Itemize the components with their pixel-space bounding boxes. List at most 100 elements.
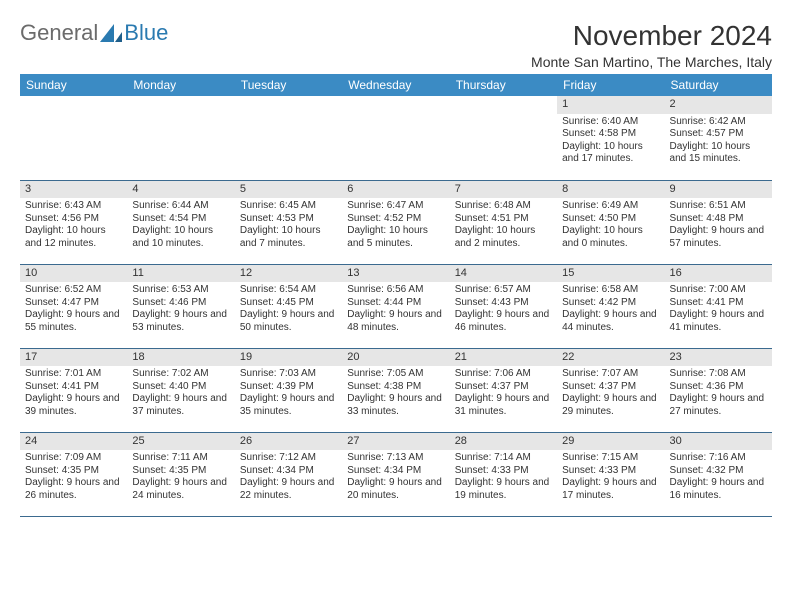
sunrise-line: Sunrise: 7:13 AM: [347, 452, 444, 465]
daylight-line: Daylight: 9 hours and 35 minutes.: [240, 393, 337, 418]
day-number: 2: [665, 96, 772, 114]
day-details: Sunrise: 7:06 AMSunset: 4:37 PMDaylight:…: [450, 366, 557, 422]
calendar-cell: 22Sunrise: 7:07 AMSunset: 4:37 PMDayligh…: [557, 348, 664, 432]
header: General Blue November 2024 Monte San Mar…: [20, 20, 772, 70]
sunrise-line: Sunrise: 7:00 AM: [670, 284, 767, 297]
calendar-week: 24Sunrise: 7:09 AMSunset: 4:35 PMDayligh…: [20, 432, 772, 516]
daylight-line: Daylight: 10 hours and 2 minutes.: [455, 225, 552, 250]
daylight-line: Daylight: 9 hours and 31 minutes.: [455, 393, 552, 418]
sunset-line: Sunset: 4:50 PM: [562, 213, 659, 226]
location-text: Monte San Martino, The Marches, Italy: [531, 54, 772, 70]
day-number: 19: [235, 349, 342, 367]
day-number: 21: [450, 349, 557, 367]
day-details: [342, 114, 449, 120]
brand-logo: General Blue: [20, 20, 168, 46]
sunset-line: Sunset: 4:45 PM: [240, 297, 337, 310]
day-number: 26: [235, 433, 342, 451]
day-number: 20: [342, 349, 449, 367]
day-details: Sunrise: 6:42 AMSunset: 4:57 PMDaylight:…: [665, 114, 772, 170]
day-number: 22: [557, 349, 664, 367]
day-number: 18: [127, 349, 234, 367]
calendar-cell: 6Sunrise: 6:47 AMSunset: 4:52 PMDaylight…: [342, 180, 449, 264]
sunset-line: Sunset: 4:38 PM: [347, 381, 444, 394]
day-details: Sunrise: 6:53 AMSunset: 4:46 PMDaylight:…: [127, 282, 234, 338]
sunrise-line: Sunrise: 6:42 AM: [670, 116, 767, 129]
sunrise-line: Sunrise: 6:53 AM: [132, 284, 229, 297]
day-number: 27: [342, 433, 449, 451]
day-number: 15: [557, 265, 664, 283]
calendar-cell: 3Sunrise: 6:43 AMSunset: 4:56 PMDaylight…: [20, 180, 127, 264]
sunrise-line: Sunrise: 6:51 AM: [670, 200, 767, 213]
day-number: 9: [665, 181, 772, 199]
calendar-cell: 14Sunrise: 6:57 AMSunset: 4:43 PMDayligh…: [450, 264, 557, 348]
daylight-line: Daylight: 9 hours and 20 minutes.: [347, 477, 444, 502]
sunrise-line: Sunrise: 6:49 AM: [562, 200, 659, 213]
daylight-line: Daylight: 10 hours and 5 minutes.: [347, 225, 444, 250]
daylight-line: Daylight: 9 hours and 22 minutes.: [240, 477, 337, 502]
day-number: 24: [20, 433, 127, 451]
calendar-cell: 1Sunrise: 6:40 AMSunset: 4:58 PMDaylight…: [557, 96, 664, 180]
calendar-cell: 19Sunrise: 7:03 AMSunset: 4:39 PMDayligh…: [235, 348, 342, 432]
day-number: 12: [235, 265, 342, 283]
daylight-line: Daylight: 9 hours and 17 minutes.: [562, 477, 659, 502]
sunset-line: Sunset: 4:37 PM: [562, 381, 659, 394]
calendar-cell: 29Sunrise: 7:15 AMSunset: 4:33 PMDayligh…: [557, 432, 664, 516]
daylight-line: Daylight: 10 hours and 7 minutes.: [240, 225, 337, 250]
day-details: Sunrise: 7:02 AMSunset: 4:40 PMDaylight:…: [127, 366, 234, 422]
calendar-cell: 12Sunrise: 6:54 AMSunset: 4:45 PMDayligh…: [235, 264, 342, 348]
sunrise-line: Sunrise: 7:05 AM: [347, 368, 444, 381]
sunset-line: Sunset: 4:56 PM: [25, 213, 122, 226]
sunrise-line: Sunrise: 7:02 AM: [132, 368, 229, 381]
day-details: Sunrise: 7:09 AMSunset: 4:35 PMDaylight:…: [20, 450, 127, 506]
sunset-line: Sunset: 4:39 PM: [240, 381, 337, 394]
daylight-line: Daylight: 9 hours and 44 minutes.: [562, 309, 659, 334]
calendar-body: 1Sunrise: 6:40 AMSunset: 4:58 PMDaylight…: [20, 96, 772, 516]
day-header: Sunday: [20, 74, 127, 96]
day-details: Sunrise: 7:03 AMSunset: 4:39 PMDaylight:…: [235, 366, 342, 422]
day-number: 6: [342, 181, 449, 199]
calendar-cell: 25Sunrise: 7:11 AMSunset: 4:35 PMDayligh…: [127, 432, 234, 516]
calendar-cell: 20Sunrise: 7:05 AMSunset: 4:38 PMDayligh…: [342, 348, 449, 432]
daylight-line: Daylight: 10 hours and 0 minutes.: [562, 225, 659, 250]
day-details: Sunrise: 6:47 AMSunset: 4:52 PMDaylight:…: [342, 198, 449, 254]
day-details: Sunrise: 6:43 AMSunset: 4:56 PMDaylight:…: [20, 198, 127, 254]
sunrise-line: Sunrise: 6:57 AM: [455, 284, 552, 297]
calendar-cell: 5Sunrise: 6:45 AMSunset: 4:53 PMDaylight…: [235, 180, 342, 264]
sunset-line: Sunset: 4:57 PM: [670, 128, 767, 141]
calendar-week: 1Sunrise: 6:40 AMSunset: 4:58 PMDaylight…: [20, 96, 772, 180]
sunrise-line: Sunrise: 7:07 AM: [562, 368, 659, 381]
day-details: Sunrise: 6:51 AMSunset: 4:48 PMDaylight:…: [665, 198, 772, 254]
calendar-cell: 15Sunrise: 6:58 AMSunset: 4:42 PMDayligh…: [557, 264, 664, 348]
daylight-line: Daylight: 9 hours and 33 minutes.: [347, 393, 444, 418]
daylight-line: Daylight: 9 hours and 27 minutes.: [670, 393, 767, 418]
sunset-line: Sunset: 4:44 PM: [347, 297, 444, 310]
day-header: Thursday: [450, 74, 557, 96]
daylight-line: Daylight: 9 hours and 55 minutes.: [25, 309, 122, 334]
calendar-cell: 27Sunrise: 7:13 AMSunset: 4:34 PMDayligh…: [342, 432, 449, 516]
calendar-cell: 11Sunrise: 6:53 AMSunset: 4:46 PMDayligh…: [127, 264, 234, 348]
day-header: Friday: [557, 74, 664, 96]
day-number: 10: [20, 265, 127, 283]
calendar-cell: 10Sunrise: 6:52 AMSunset: 4:47 PMDayligh…: [20, 264, 127, 348]
sunrise-line: Sunrise: 7:14 AM: [455, 452, 552, 465]
calendar-week: 17Sunrise: 7:01 AMSunset: 4:41 PMDayligh…: [20, 348, 772, 432]
daylight-line: Daylight: 9 hours and 29 minutes.: [562, 393, 659, 418]
day-details: Sunrise: 7:14 AMSunset: 4:33 PMDaylight:…: [450, 450, 557, 506]
day-header: Tuesday: [235, 74, 342, 96]
calendar-cell: 24Sunrise: 7:09 AMSunset: 4:35 PMDayligh…: [20, 432, 127, 516]
sunset-line: Sunset: 4:58 PM: [562, 128, 659, 141]
calendar-cell: 2Sunrise: 6:42 AMSunset: 4:57 PMDaylight…: [665, 96, 772, 180]
daylight-line: Daylight: 10 hours and 10 minutes.: [132, 225, 229, 250]
title-block: November 2024 Monte San Martino, The Mar…: [531, 20, 772, 70]
day-details: Sunrise: 6:56 AMSunset: 4:44 PMDaylight:…: [342, 282, 449, 338]
calendar-cell: 21Sunrise: 7:06 AMSunset: 4:37 PMDayligh…: [450, 348, 557, 432]
daylight-line: Daylight: 9 hours and 53 minutes.: [132, 309, 229, 334]
day-number: 13: [342, 265, 449, 283]
day-details: Sunrise: 6:45 AMSunset: 4:53 PMDaylight:…: [235, 198, 342, 254]
sunset-line: Sunset: 4:41 PM: [670, 297, 767, 310]
calendar-cell: 23Sunrise: 7:08 AMSunset: 4:36 PMDayligh…: [665, 348, 772, 432]
calendar-cell: 4Sunrise: 6:44 AMSunset: 4:54 PMDaylight…: [127, 180, 234, 264]
day-details: Sunrise: 7:01 AMSunset: 4:41 PMDaylight:…: [20, 366, 127, 422]
sunset-line: Sunset: 4:42 PM: [562, 297, 659, 310]
daylight-line: Daylight: 9 hours and 26 minutes.: [25, 477, 122, 502]
